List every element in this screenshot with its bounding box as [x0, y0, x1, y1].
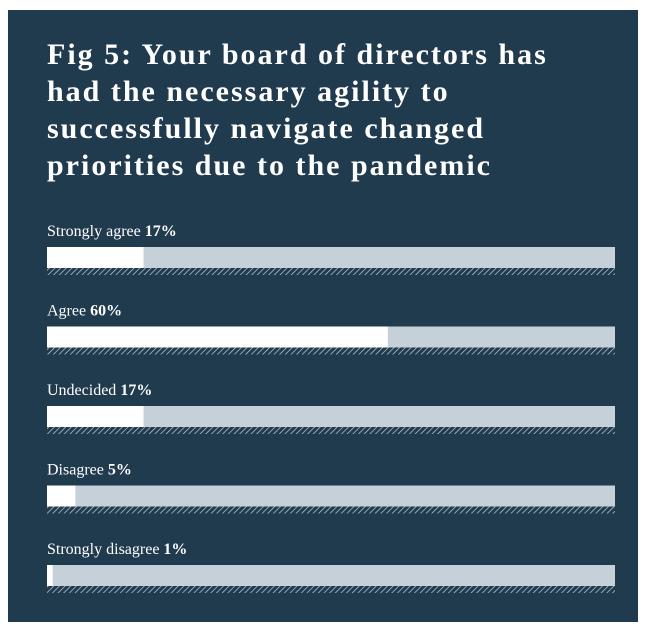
chart-title: Fig 5: Your board of directors has had t… [47, 38, 548, 182]
bar [47, 406, 144, 427]
bar-hatch [47, 586, 615, 593]
bar-label: Agree 60% [47, 303, 122, 320]
value-label: 60% [90, 303, 122, 320]
value-label: 17% [120, 382, 152, 399]
category-label: Disagree [47, 462, 104, 479]
bar [47, 565, 53, 586]
bar-hatch [47, 506, 615, 514]
value-label: 17% [145, 223, 177, 240]
bar-label: Strongly agree 17% [47, 223, 177, 240]
bar-track [47, 485, 615, 507]
bar [47, 326, 388, 348]
value-label: 1% [163, 541, 187, 558]
category-label: Strongly disagree [47, 541, 159, 558]
value-label: 5% [108, 462, 132, 479]
panel [8, 10, 638, 622]
category-label: Strongly agree [47, 223, 141, 240]
bar-label: Undecided 17% [47, 382, 152, 399]
bar-label: Strongly disagree 1% [47, 541, 187, 558]
bar-hatch [47, 427, 615, 434]
bar-track [47, 247, 615, 268]
bar [47, 247, 144, 268]
bar-track [47, 565, 615, 586]
bar [47, 485, 76, 507]
bar-hatch [47, 347, 615, 355]
bar-label: Disagree 5% [47, 462, 132, 479]
bar-track [47, 406, 615, 427]
bar-hatch [47, 268, 615, 275]
category-label: Undecided [47, 382, 116, 399]
category-label: Agree [47, 303, 86, 320]
